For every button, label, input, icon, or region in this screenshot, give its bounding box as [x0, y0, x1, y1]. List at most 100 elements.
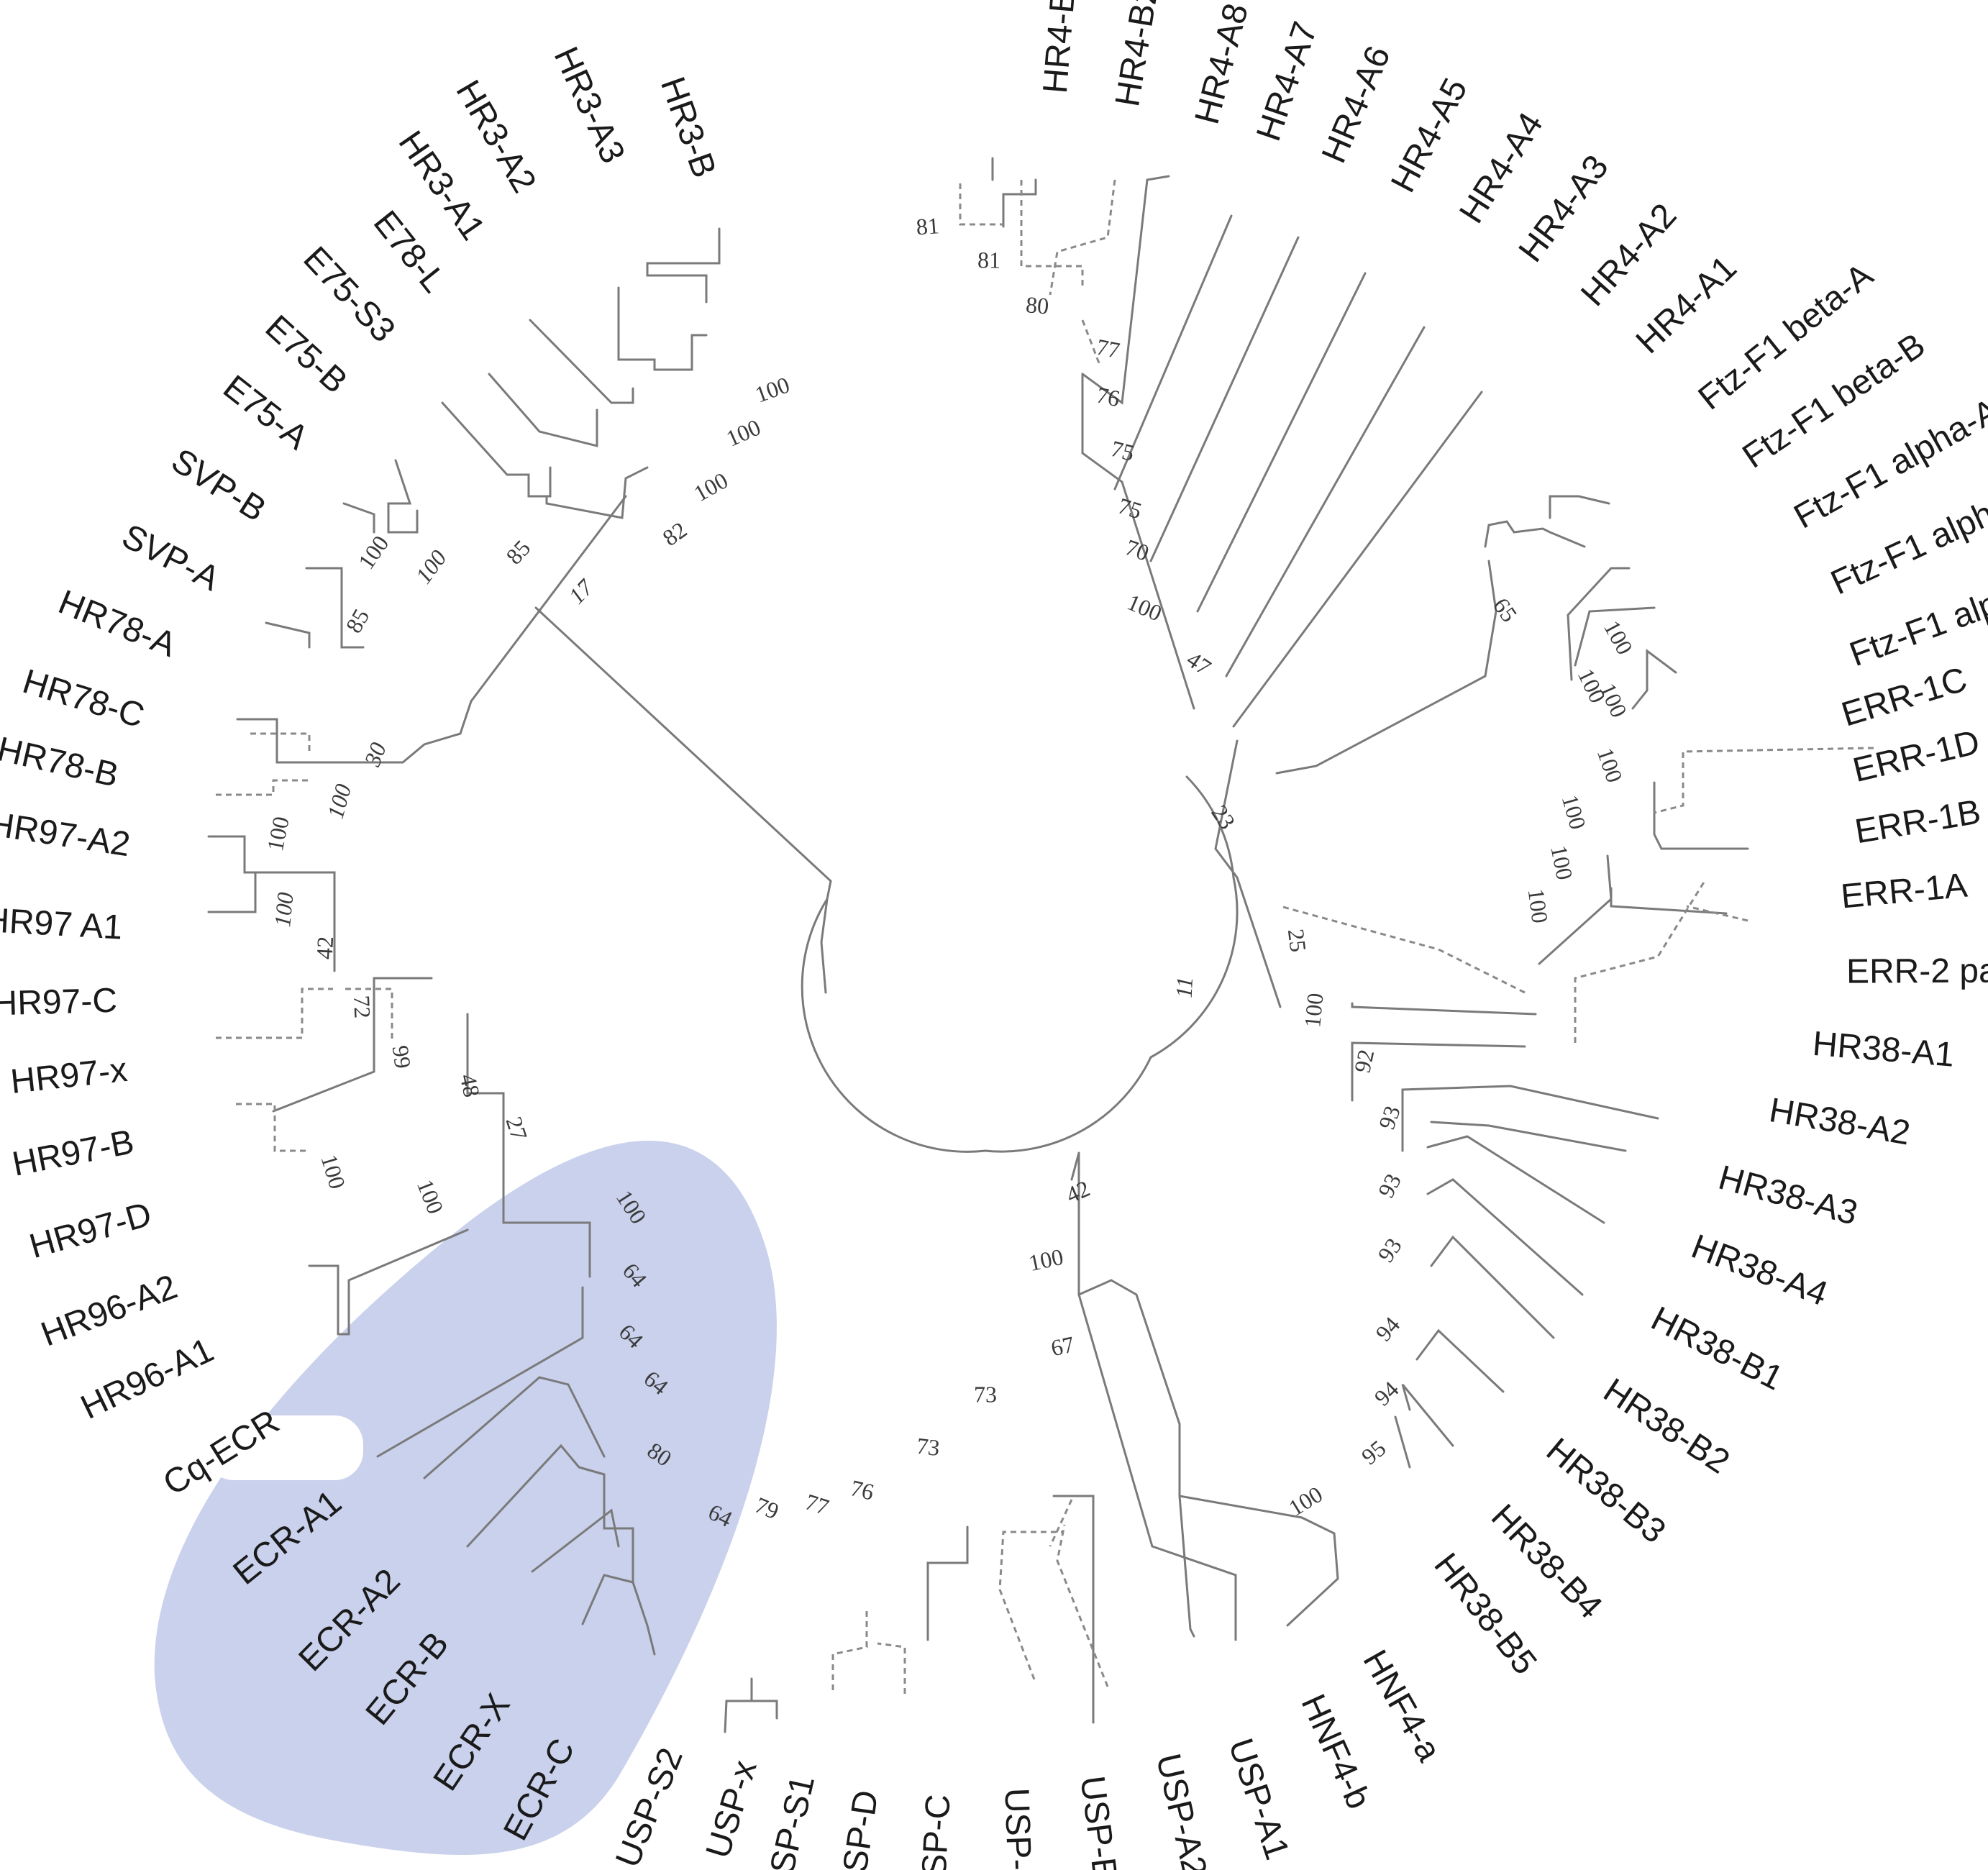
taxon-label: SVP-A [116, 517, 225, 598]
bootstrap-value: 100 [353, 531, 394, 574]
branch-dashed-3 [1081, 319, 1102, 368]
branch-39 [1401, 1085, 1659, 1152]
bootstrap-value: 93 [1372, 1169, 1406, 1202]
branch-dashed-9 [831, 1607, 868, 1690]
branch-dashed-4 [250, 732, 311, 755]
branch-43 [1430, 1235, 1555, 1339]
taxon-label: HR38-A3 [1715, 1159, 1861, 1233]
taxon-label: HR38-A4 [1687, 1228, 1833, 1314]
taxon-label: USP-C [914, 1793, 958, 1870]
bootstrap-value: 42 [311, 936, 338, 960]
branch-44 [1415, 1328, 1505, 1393]
branch-27 [724, 1677, 753, 1733]
branch-dashed-5 [216, 779, 309, 796]
branch-dashed-16 [1280, 905, 1526, 994]
branch-9 [265, 621, 311, 649]
branch-62 [1081, 175, 1170, 405]
branch-57 [1232, 391, 1483, 728]
branch-52 [1549, 495, 1610, 519]
branch-61 [1113, 214, 1233, 491]
branch-1 [617, 286, 708, 371]
branch-59 [1196, 272, 1367, 613]
taxon-label: HR4-A6 [1315, 40, 1398, 168]
branch-6 [342, 502, 375, 534]
taxon-label: HR97 A1 [0, 901, 124, 947]
branch-dashed-15 [1574, 880, 1706, 1043]
branch-20 [376, 1286, 584, 1458]
branch-4 [441, 401, 552, 498]
taxon-label: HR97-A2 [0, 805, 132, 864]
bootstrap-value: 94 [1370, 1312, 1405, 1346]
branch-2 [529, 319, 634, 404]
taxon-label: ERR-2 partial [1846, 952, 1988, 991]
taxon-label: HR38-B3 [1539, 1431, 1673, 1551]
taxon-label: HR97-C [0, 982, 118, 1023]
taxon-label: HR3-B [653, 72, 724, 182]
branch-7 [545, 466, 649, 519]
bootstrap-value: 100 [1546, 843, 1578, 882]
branch-22 [466, 1443, 606, 1548]
bootstrap-value: 73 [974, 1381, 997, 1407]
bootstrap-value: 93 [1373, 1103, 1405, 1133]
taxon-label: HR3-A3 [547, 41, 632, 168]
taxon-label: HR4-A4 [1452, 106, 1551, 229]
bootstrap-value: 100 [262, 814, 294, 853]
taxon-label: E75-A [216, 368, 315, 457]
taxon-label: HR38-B2 [1597, 1372, 1736, 1482]
branch-30 [1052, 1495, 1095, 1724]
branch-dashed-10 [877, 1642, 906, 1694]
branch-13 [207, 835, 275, 874]
branch-63 [1002, 178, 1037, 228]
taxon-label: HR4-A3 [1512, 148, 1616, 269]
taxon-label: HNF4-a [1355, 1644, 1448, 1769]
root-arc-1 [824, 1070, 987, 1153]
branch-dashed-7 [345, 988, 393, 1039]
branch-5 [387, 459, 419, 534]
ecr-clade-highlight [154, 1140, 777, 1856]
taxon-label: HR97-B [9, 1123, 137, 1184]
branch-41 [1426, 1135, 1605, 1224]
branch-34 [1178, 1423, 1336, 1535]
branch-33 [1286, 1532, 1339, 1627]
taxon-label: HR78-B [0, 730, 122, 795]
branch-23 [531, 1508, 620, 1573]
branch-36 [1077, 1279, 1181, 1426]
taxon-label: ERR-1D [1849, 723, 1983, 790]
branch-42 [1426, 1178, 1584, 1296]
bootstrap-value: 99 [388, 1044, 416, 1070]
branch-dashed-0 [1049, 179, 1116, 296]
bootstrap-value: 93 [1372, 1233, 1407, 1267]
taxon-label: HR97-D [25, 1195, 155, 1266]
bootstrap-value: 81 [915, 212, 940, 240]
bootstrap-value: 85 [501, 535, 535, 570]
taxon-label: USP-A1 [1221, 1734, 1297, 1864]
branch-49 [1653, 781, 1749, 850]
taxon-label: USP-A2 [1149, 1750, 1214, 1870]
taxon-label: USP-B1 [1073, 1774, 1127, 1870]
taxon-label: HNF4-b [1293, 1689, 1377, 1815]
bootstrap-value: 77 [1095, 334, 1122, 363]
bootstrap-value: 79 [752, 1492, 783, 1524]
taxon-label: SVP-B [165, 442, 273, 529]
taxon-label: HR78-A [53, 583, 181, 665]
branch-17 [308, 1264, 339, 1336]
taxon-label: HR4-B2 [1108, 0, 1166, 109]
bootstrap-value: 100 [1599, 616, 1638, 659]
taxon-label: HR3-A2 [448, 74, 543, 199]
cq-ecr-label-box [205, 1415, 363, 1480]
bootstrap-value: 100 [1557, 792, 1592, 832]
branch-dashed-6 [216, 988, 333, 1039]
bootstrap-value: 100 [1123, 589, 1165, 626]
branch-16 [272, 977, 433, 1113]
branch-dashed-13 [1049, 1499, 1073, 1547]
root-arc-4 [1185, 775, 1235, 879]
bootstrap-value: 100 [322, 781, 356, 821]
bootstrap-value: 47 [1182, 646, 1216, 680]
taxon-label: USP-D [833, 1788, 886, 1870]
bootstrap-value: 30 [359, 739, 391, 770]
branch-35 [1070, 1151, 1080, 1181]
bootstrap-value: 23 [1206, 801, 1241, 834]
branch-50 [1214, 739, 1282, 1008]
branch-60 [1149, 236, 1300, 562]
